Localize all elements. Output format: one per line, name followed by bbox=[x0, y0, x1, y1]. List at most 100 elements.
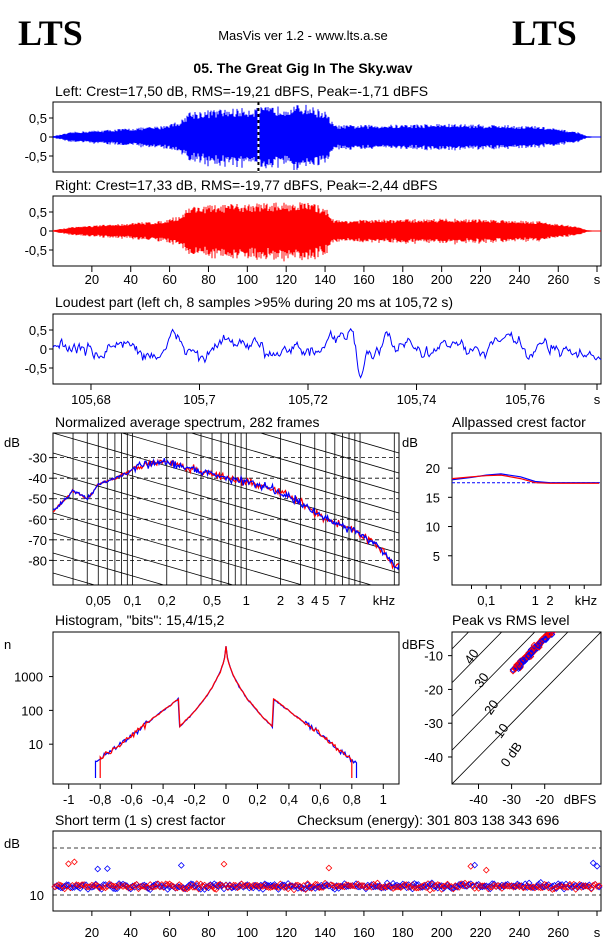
histogram-xtick: 0 bbox=[222, 792, 229, 807]
peak-rms-point bbox=[570, 608, 576, 614]
crest-point bbox=[245, 882, 253, 889]
histogram-ytick: 10 bbox=[29, 737, 43, 752]
loudest-xtick: 105,74 bbox=[397, 392, 437, 407]
crest-point bbox=[589, 859, 597, 867]
peak-rms-point bbox=[541, 635, 549, 643]
crest-point bbox=[65, 881, 72, 889]
histogram-xtick: 0,2 bbox=[248, 792, 266, 807]
allpass-frame bbox=[451, 432, 602, 586]
loudest-xtick: 105,76 bbox=[505, 392, 545, 407]
spectrum-frame bbox=[52, 432, 400, 586]
crest-point bbox=[146, 886, 154, 893]
spectrum-ytick: -30 bbox=[28, 451, 47, 466]
crest-point bbox=[177, 862, 185, 869]
crest-xtick: 40 bbox=[123, 925, 137, 940]
peak-rms-xtick: -30 bbox=[502, 792, 521, 807]
loudest-xtick: 105,72 bbox=[288, 392, 328, 407]
peak-rms-point bbox=[545, 632, 553, 638]
spectrum-slope-line bbox=[53, 433, 399, 534]
allpass-ylabel: dB bbox=[402, 435, 418, 450]
loudest-ytick: 0 bbox=[40, 342, 47, 357]
right_wave-ytick: 0 bbox=[40, 224, 47, 239]
crest-point bbox=[164, 886, 172, 893]
spectrum-slope-line bbox=[53, 613, 399, 713]
crest-point bbox=[150, 883, 158, 891]
file-title: 05. The Great Gig In The Sky.wav bbox=[193, 60, 412, 76]
peak-rms-xtick: -20 bbox=[535, 792, 554, 807]
peak-rms-crest-label: 40 bbox=[461, 646, 482, 666]
crest-xtick: 220 bbox=[470, 925, 492, 940]
peak-rms-ytick: -40 bbox=[424, 750, 443, 765]
loudest-xtick: 105,7 bbox=[183, 392, 216, 407]
crest-point bbox=[63, 881, 70, 889]
right_wave-ytick: -0,5 bbox=[25, 243, 47, 258]
allpass-xtick: 2 bbox=[546, 593, 553, 608]
peak-rms-point bbox=[570, 607, 576, 613]
spectrum-ylabel: dB bbox=[4, 435, 20, 450]
crest-point bbox=[488, 880, 496, 887]
spectrum-ytick: -40 bbox=[28, 471, 47, 486]
spectrum-xtick: 1 bbox=[243, 593, 250, 608]
crest-point bbox=[308, 885, 315, 892]
crest-ylabel: dB bbox=[4, 836, 20, 851]
crest-point bbox=[552, 885, 560, 892]
peak-rms-crest-line bbox=[452, 632, 601, 784]
peak-rms-crest-label: 0 dB bbox=[497, 739, 525, 770]
crest-title: Short term (1 s) crest factor bbox=[55, 812, 226, 828]
crest-xtick: 240 bbox=[509, 925, 531, 940]
spectrum-slope-line bbox=[53, 472, 399, 574]
crest-xtick: 260 bbox=[547, 925, 569, 940]
crest-point bbox=[401, 881, 409, 889]
peak-rms-crest-label: 10 bbox=[491, 721, 512, 741]
peak-rms-plot bbox=[452, 607, 601, 784]
spectrum-left-curve bbox=[53, 457, 399, 571]
peak-rms-ytick: -10 bbox=[424, 649, 443, 664]
crest-point bbox=[440, 885, 447, 892]
right_wave-ytick: 0,5 bbox=[29, 205, 47, 220]
crest-point bbox=[129, 883, 137, 891]
loudest-waveform bbox=[52, 327, 602, 379]
version-text: MasVis ver 1.2 - www.lts.a.se bbox=[218, 28, 388, 43]
crest-point bbox=[482, 866, 490, 874]
peak-rms-point bbox=[530, 644, 538, 652]
histogram-xtick: -1 bbox=[63, 792, 75, 807]
histogram-frame bbox=[52, 631, 400, 785]
right_wave-xtick: 240 bbox=[509, 272, 531, 287]
allpass-ytick: 5 bbox=[433, 549, 440, 564]
crest-point bbox=[356, 882, 364, 889]
spectrum-slope-line bbox=[120, 433, 399, 514]
left_wave-ytick: 0,5 bbox=[29, 111, 47, 126]
spectrum-title: Normalized average spectrum, 282 frames bbox=[55, 414, 320, 430]
right_wave-xtick: 140 bbox=[314, 272, 336, 287]
peak-rms-ylabel: dBFS bbox=[402, 637, 435, 652]
peak-rms-crest-label: 20 bbox=[481, 697, 502, 717]
histogram-xtick: -0,6 bbox=[120, 792, 142, 807]
spectrum-slope-line bbox=[53, 552, 166, 585]
crest-xtick: 20 bbox=[85, 925, 99, 940]
peak-rms-point bbox=[509, 666, 517, 674]
spectrum-slope-line bbox=[53, 593, 399, 693]
peak-rms-point bbox=[572, 608, 578, 614]
crest-xtick: 180 bbox=[392, 925, 414, 940]
crest-point bbox=[135, 885, 142, 893]
crest-point bbox=[325, 864, 333, 872]
crest-point bbox=[271, 881, 278, 888]
right_wave-xtick: 80 bbox=[201, 272, 215, 287]
spectrum-xtick: 5 bbox=[322, 593, 329, 608]
crest-point bbox=[430, 885, 438, 892]
crest-point bbox=[220, 860, 228, 868]
crest-xtick: 200 bbox=[431, 925, 453, 940]
crest-point bbox=[463, 883, 471, 890]
crest-point bbox=[471, 861, 479, 869]
spectrum-ytick: -60 bbox=[28, 512, 47, 527]
crest-point bbox=[195, 885, 203, 893]
spectrum-slope-line bbox=[53, 273, 399, 373]
histogram-xtick: 1 bbox=[380, 792, 387, 807]
crest-xtick: 160 bbox=[353, 925, 375, 940]
right_wave-xtick: 60 bbox=[162, 272, 176, 287]
left_wave-ytick: 0 bbox=[40, 130, 47, 145]
peak-rms-point bbox=[569, 608, 575, 614]
crest-point bbox=[92, 880, 100, 888]
crest-xtick: 80 bbox=[201, 925, 215, 940]
